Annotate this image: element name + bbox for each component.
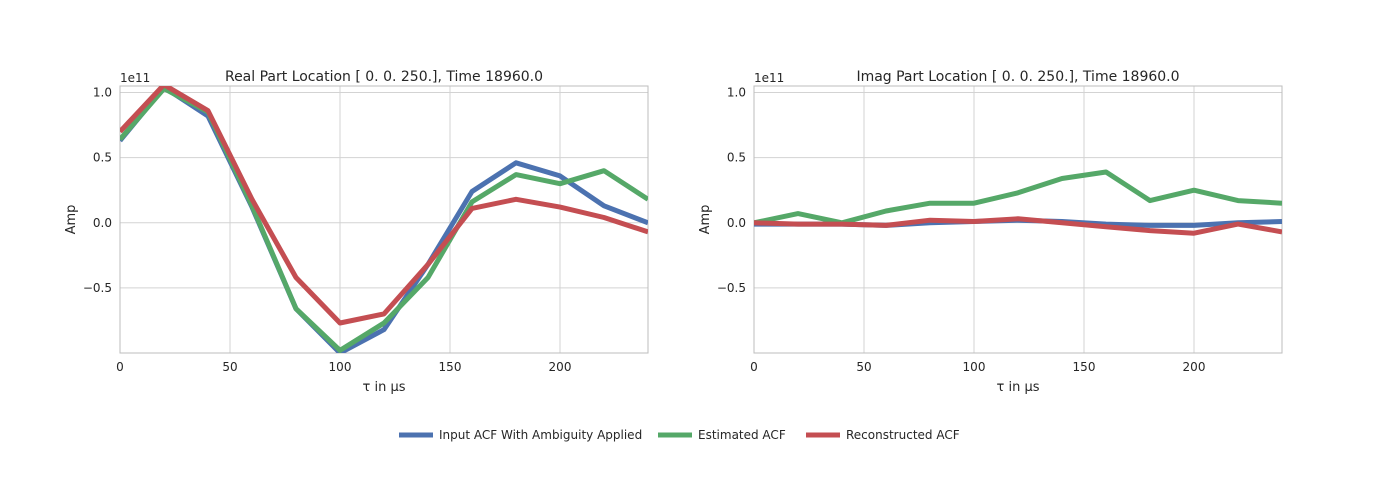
series-line-3 (754, 216, 1282, 236)
plot-frame (753, 85, 1283, 354)
imag-part-chart: 0 50 100 150 200 −0.5 0.0 0.5 1.0 1e11 Imag Part L… (698, 69, 1283, 395)
plot-frame (119, 85, 649, 354)
y-tick-label: 1.0 (727, 86, 746, 100)
scale-label: 1e11 (754, 71, 784, 85)
y-tick-label: 1.0 (93, 86, 112, 100)
y-tick-label: 0.0 (727, 216, 746, 230)
x-tick-label: 100 (963, 360, 986, 374)
x-tick-label: 150 (439, 360, 462, 374)
y-tick-label: −0.5 (717, 281, 746, 295)
x-tick-label: 50 (222, 360, 237, 374)
chart-title: Real Part Location [ 0. 0. 250.], Time 1… (225, 69, 543, 85)
x-tick-label: 0 (750, 360, 758, 374)
legend-label-1: Input ACF With Ambiguity Applied (439, 428, 642, 442)
y-tick-label: 0.0 (93, 216, 112, 230)
x-tick-label: 200 (549, 360, 572, 374)
x-tick-label: 200 (1183, 360, 1206, 374)
x-tick-label: 0 (116, 360, 124, 374)
chart-title: Imag Part Location [ 0. 0. 250.], Time 1… (856, 69, 1179, 85)
series-group (120, 86, 648, 353)
series-line-2 (754, 169, 1282, 226)
x-tick-label: 50 (856, 360, 871, 374)
real-part-chart: 0 50 100 150 200 −0.5 0.0 0.5 1.0 1e11 Real Part L… (64, 69, 649, 395)
scale-label: 1e11 (120, 71, 150, 85)
x-axis-label: τ in μs (997, 380, 1040, 395)
x-tick-label: 150 (1073, 360, 1096, 374)
y-tick-label: −0.5 (83, 281, 112, 295)
legend-label-3: Reconstructed ACF (846, 428, 960, 442)
legend: Input ACF With Ambiguity Applied Estimate… (399, 428, 960, 442)
x-axis-label: τ in μs (363, 380, 406, 395)
y-axis-label: Amp (64, 205, 79, 235)
y-tick-label: 0.5 (93, 151, 112, 165)
series-line-3 (120, 86, 648, 326)
x-tick-label: 100 (329, 360, 352, 374)
series-group (754, 169, 1282, 236)
legend-label-2: Estimated ACF (698, 428, 786, 442)
y-axis-label: Amp (698, 205, 713, 235)
y-tick-label: 0.5 (727, 151, 746, 165)
